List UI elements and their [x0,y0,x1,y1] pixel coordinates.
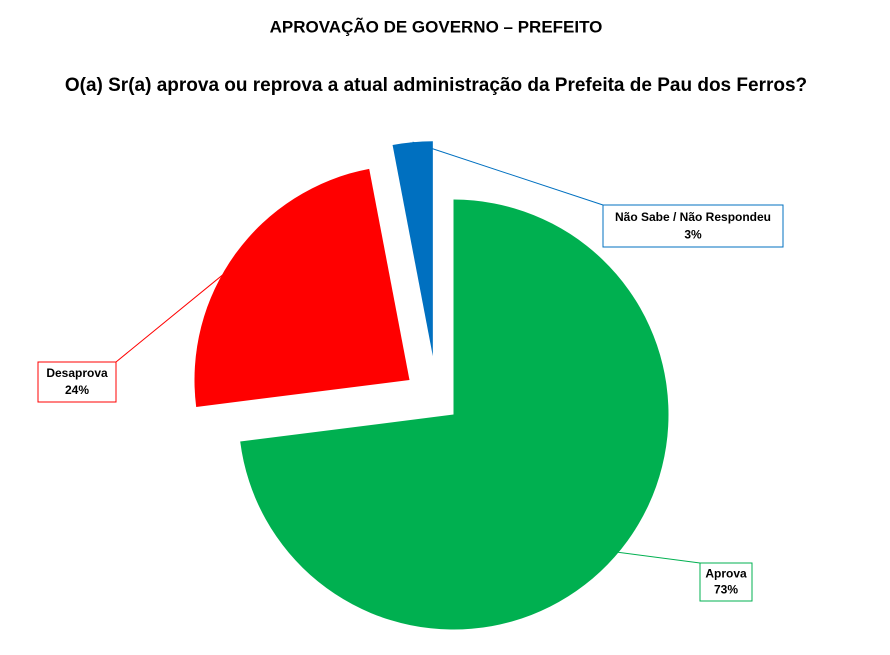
label-box [602,204,784,248]
label-name: Aprova [705,567,747,581]
chart-subtitle: O(a) Sr(a) aprova ou reprova a atual adm… [65,75,807,96]
label-value: 24% [65,383,89,397]
label-value: 73% [714,583,738,597]
label-box [699,562,753,602]
pie-slice [194,168,410,407]
label-box [37,361,117,403]
label-name: Desaprova [46,366,108,380]
leader-line [608,550,701,564]
leader-line [412,141,604,206]
label-name: Não Sabe / Não Respondeu [615,210,771,224]
leader-line [115,258,243,363]
label-value: 3% [684,227,702,241]
chart-title: APROVAÇÃO DE GOVERNO – PREFEITO [270,16,603,36]
pie-slice [240,199,669,630]
pie-slice [392,141,433,357]
